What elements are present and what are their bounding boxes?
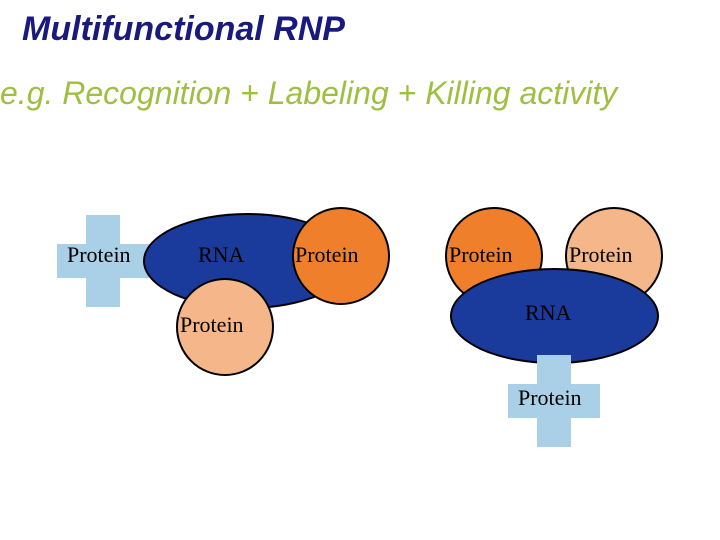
right-rna-label: RNA [525, 300, 571, 326]
right-plus-protein-label: Protein [518, 385, 582, 411]
left-rna-label: RNA [198, 242, 244, 268]
slide-title: Multifunctional RNP [22, 10, 345, 49]
left-plus-protein-label: Protein [67, 242, 131, 268]
slide-canvas: Multifunctional RNP e.g. Recognition + L… [0, 0, 720, 540]
left-orange-protein-label: Protein [295, 242, 359, 268]
left-peach-protein-label: Protein [180, 312, 244, 338]
right-peach-protein-label: Protein [569, 242, 633, 268]
right-orange-protein-label: Protein [449, 242, 513, 268]
slide-subtitle: e.g. Recognition + Labeling + Killing ac… [0, 75, 617, 112]
